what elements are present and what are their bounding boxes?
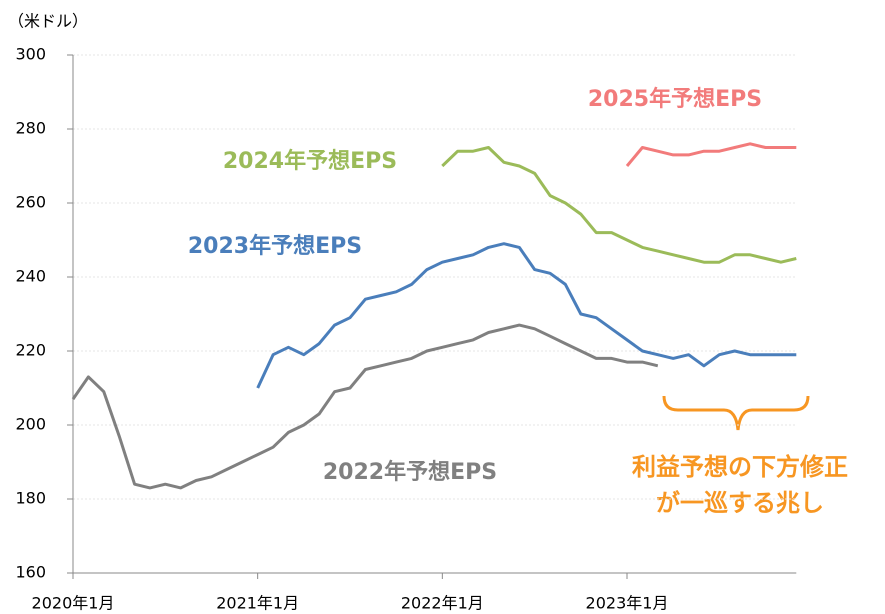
x-tick-label: 2023年1月 — [586, 594, 669, 613]
series-line — [441, 146, 797, 264]
series-label: 2024年予想EPS — [223, 148, 397, 174]
annotation: が一巡する兆し — [656, 489, 824, 517]
y-tick-label: 280 — [15, 119, 46, 138]
y-tick-label: 200 — [15, 415, 46, 434]
annotation: 利益予想の下方修正 — [632, 453, 848, 481]
series-line — [625, 142, 797, 167]
x-tick-label: 2021年1月 — [216, 594, 299, 613]
y-tick-label: 180 — [15, 489, 46, 508]
y-tick-label: 160 — [15, 563, 46, 582]
series-line — [256, 242, 797, 389]
x-tick-label: 2022年1月 — [401, 594, 484, 613]
y-tick-label: 240 — [15, 267, 46, 286]
series-label: 2025年予想EPS — [588, 86, 762, 112]
y-tick-label: 220 — [15, 341, 46, 360]
brace — [662, 395, 810, 431]
y-unit-label: （米ドル） — [8, 12, 88, 31]
series-label: 2022年予想EPS — [323, 459, 497, 485]
series-label: 2023年予想EPS — [188, 233, 362, 259]
x-tick-label: 2020年1月 — [32, 594, 115, 613]
series-line — [71, 323, 659, 490]
y-tick-label: 300 — [15, 45, 46, 64]
y-tick-label: 260 — [15, 193, 46, 212]
